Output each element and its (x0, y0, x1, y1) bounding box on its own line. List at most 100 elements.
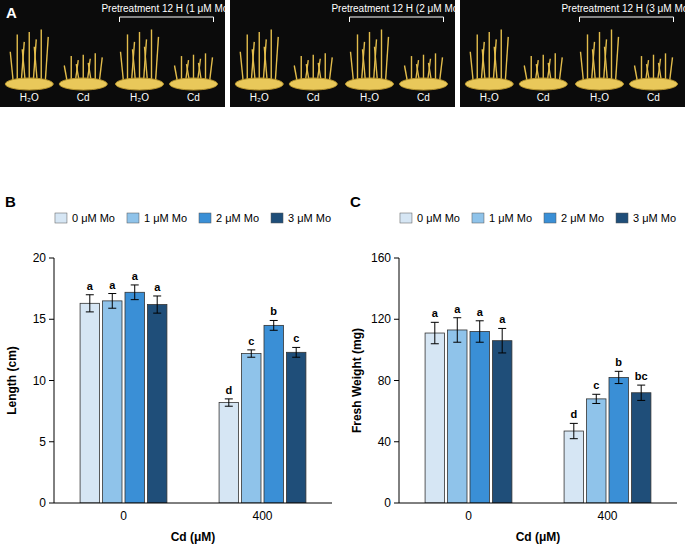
seed-dish (576, 78, 624, 90)
seed-dish (346, 78, 394, 90)
seedling (156, 37, 159, 82)
seedling (593, 49, 596, 82)
seedling (251, 42, 254, 82)
seedling (247, 34, 248, 82)
significance-letter: c (248, 335, 254, 347)
legend-label: 0 μM Mo (417, 212, 460, 224)
bracket-label: Pretreatment 12 H (3 μM Mo) (561, 3, 685, 14)
seedling (374, 39, 377, 82)
seedling (481, 42, 484, 82)
legend-label: 2 μM Mo (561, 212, 604, 224)
photo-label: H₂O (250, 92, 269, 103)
significance-letter: a (109, 279, 116, 291)
y-axis (399, 258, 400, 503)
seedling (71, 56, 72, 82)
y-axis-title: Length (cm) (5, 346, 19, 415)
error-bar (108, 294, 116, 309)
seedling (45, 37, 48, 82)
seedling (132, 42, 135, 82)
seedling (581, 52, 584, 82)
y-tick (394, 503, 399, 504)
seed-dish (289, 78, 337, 90)
significance-letter: b (615, 356, 622, 368)
photo-label: H₂O (130, 92, 149, 103)
significance-letter: a (477, 306, 484, 318)
seedling (139, 32, 140, 82)
seedling (264, 47, 267, 82)
bracket (350, 17, 444, 22)
significance-letter: b (270, 305, 277, 317)
error-bar (270, 320, 278, 330)
seedling (587, 34, 588, 82)
bar (125, 292, 144, 503)
seed-dish (519, 78, 567, 90)
x-tick-label: 0 (120, 509, 127, 523)
error-bar (86, 295, 94, 312)
bracket-label: Pretreatment 12 H (2 μM Mo) (331, 3, 461, 14)
seedling (271, 29, 272, 82)
seedling (435, 53, 436, 82)
photo: H₂OCdH₂OCdPretreatment 12 H (2 μM Mo) (230, 0, 462, 107)
legend-swatch (199, 213, 211, 223)
legend-swatch (271, 213, 283, 223)
seedling (386, 37, 389, 82)
photo-background (230, 0, 455, 107)
y-tick (49, 258, 54, 259)
error-bar (570, 423, 578, 438)
chart: C0 μM Mo1 μM Mo2 μM Mo3 μM Mo04080120160… (350, 193, 677, 544)
seedling (440, 57, 443, 82)
seedling (145, 47, 148, 82)
seedling (205, 53, 206, 82)
error-bar (431, 322, 439, 343)
bar (147, 305, 166, 503)
seedling (329, 57, 332, 82)
photo-label: Cd (647, 92, 660, 103)
bar (631, 393, 650, 503)
legend: 0 μM Mo1 μM Mo2 μM Mo3 μM Mo (55, 212, 331, 224)
error-bar (153, 296, 161, 313)
seedling (599, 32, 600, 82)
seed-dish (630, 78, 678, 90)
error-bar (498, 328, 506, 353)
seedling (22, 49, 25, 82)
panel-letter: A (6, 4, 17, 21)
seedling (263, 39, 266, 82)
error-bar (225, 399, 233, 406)
seedling (33, 39, 36, 82)
error-bar (637, 385, 645, 400)
significance-letter: a (132, 270, 139, 282)
panel-letter: C (350, 193, 361, 210)
seed-dish (5, 78, 53, 90)
bar (264, 325, 283, 503)
photo-label: Cd (417, 92, 430, 103)
photo-label: Cd (537, 92, 550, 103)
significance-letter: a (454, 303, 461, 315)
seedling (665, 53, 666, 82)
y-tick (49, 503, 54, 504)
seedling (477, 34, 478, 82)
bar (286, 352, 305, 503)
y-tick-label: 120 (371, 312, 391, 326)
photo-label: H₂O (360, 92, 379, 103)
x-tick-label: 0 (465, 509, 472, 523)
seed-dish (400, 78, 448, 90)
bar (425, 333, 444, 503)
y-tick-label: 20 (33, 251, 47, 265)
photo-background (0, 0, 225, 107)
seedling (470, 52, 473, 82)
seedling (375, 47, 378, 82)
seedling (17, 34, 18, 82)
seedling (489, 32, 490, 82)
bracket (120, 17, 214, 22)
legend-label: 3 μM Mo (288, 212, 331, 224)
seedling (501, 29, 502, 82)
significance-letter: d (570, 408, 577, 420)
significance-letter: c (593, 379, 599, 391)
seed-dish (59, 78, 107, 90)
seedling (325, 53, 326, 82)
bar (219, 403, 238, 503)
y-axis (54, 258, 55, 503)
seedling (411, 56, 412, 82)
figure: H₂OCdH₂OCdPretreatment 12 H (1 μM Mo)H₂O… (0, 0, 685, 556)
seedling (362, 42, 365, 82)
